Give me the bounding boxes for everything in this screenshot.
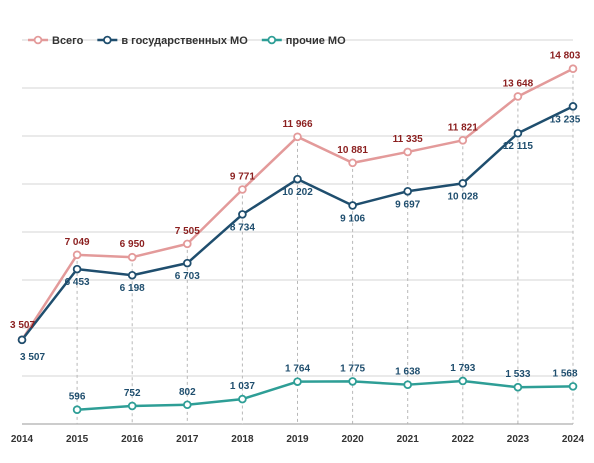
data-label: 752 bbox=[124, 388, 141, 399]
guide-lines bbox=[76, 68, 574, 424]
data-label: 802 bbox=[179, 387, 196, 398]
data-point bbox=[348, 201, 357, 210]
data-label: 6 703 bbox=[175, 271, 200, 282]
x-tick-label: 2020 bbox=[341, 434, 364, 445]
data-label: 596 bbox=[69, 392, 86, 403]
x-tick-label: 2021 bbox=[397, 434, 420, 445]
data-point bbox=[568, 64, 578, 74]
x-tick-label: 2015 bbox=[66, 434, 89, 445]
data-point bbox=[513, 382, 523, 392]
data-label: 6 198 bbox=[120, 283, 145, 294]
data-point bbox=[458, 376, 468, 386]
data-label: 6 950 bbox=[120, 239, 145, 250]
data-label: 9 106 bbox=[340, 213, 365, 224]
data-point bbox=[403, 186, 413, 196]
data-point bbox=[127, 401, 137, 411]
data-point bbox=[127, 270, 137, 280]
data-point bbox=[238, 394, 247, 404]
data-label: 1 037 bbox=[230, 381, 255, 392]
x-tick-label: 2018 bbox=[231, 434, 254, 445]
data-point bbox=[238, 185, 247, 194]
data-label: 11 966 bbox=[282, 119, 312, 130]
data-point bbox=[127, 252, 137, 262]
legend-swatch-marker bbox=[33, 35, 43, 45]
data-label: 11 335 bbox=[393, 134, 423, 145]
data-label: 1 764 bbox=[285, 364, 310, 375]
data-label: 13 648 bbox=[503, 78, 534, 89]
data-point bbox=[183, 400, 192, 410]
data-label: 7 505 bbox=[175, 226, 200, 237]
x-tick-label: 2022 bbox=[452, 434, 475, 445]
data-point bbox=[72, 264, 82, 274]
data-point bbox=[458, 179, 468, 188]
data-label: 10 881 bbox=[337, 145, 368, 156]
data-label: 10 028 bbox=[448, 191, 479, 202]
data-point bbox=[293, 174, 302, 184]
data-label: 6 453 bbox=[65, 277, 90, 288]
x-tick-label: 2019 bbox=[286, 434, 309, 445]
data-label: 14 803 bbox=[550, 51, 581, 62]
data-point bbox=[568, 382, 578, 391]
x-tick-label: 2016 bbox=[121, 434, 144, 445]
x-axis: 2014 2015 2016 2017 2018 2019 2020 2021 2022 2023… bbox=[11, 434, 585, 445]
data-label: 1 638 bbox=[395, 367, 420, 378]
data-point bbox=[183, 239, 192, 249]
data-label: 8 734 bbox=[230, 222, 255, 233]
legend-entry: в государственных МО bbox=[121, 35, 248, 47]
legend-swatch-marker bbox=[103, 35, 112, 45]
data-label: 3 507 bbox=[20, 352, 45, 363]
data-label: 1 775 bbox=[340, 363, 365, 374]
data-point bbox=[238, 210, 247, 219]
data-point bbox=[293, 377, 302, 386]
data-label: 3 507 bbox=[10, 320, 35, 331]
data-labels: 3 507 7 049 6 950 7 505 9 771 11 966 10 881 11 … bbox=[10, 51, 581, 403]
legend-entry: прочие МО bbox=[286, 35, 346, 47]
series-points bbox=[17, 64, 578, 414]
data-point bbox=[458, 135, 468, 145]
data-point bbox=[348, 158, 357, 168]
x-tick-label: 2017 bbox=[176, 434, 199, 445]
data-point bbox=[568, 102, 578, 111]
data-label: 9 697 bbox=[395, 199, 420, 210]
legend: Всего в государственных МО прочие МО bbox=[28, 35, 346, 47]
data-point bbox=[17, 335, 27, 345]
data-label: 1 793 bbox=[450, 363, 475, 374]
data-point bbox=[403, 147, 413, 157]
data-label: 13 235 bbox=[550, 114, 581, 125]
data-point bbox=[403, 380, 413, 389]
data-point bbox=[513, 92, 523, 101]
data-label: 11 821 bbox=[448, 122, 478, 133]
data-label: 7 049 bbox=[65, 237, 90, 248]
series-line bbox=[77, 379, 574, 411]
x-tick-label: 2024 bbox=[562, 434, 585, 445]
x-tick-label: 2014 bbox=[11, 434, 34, 445]
legend-swatch-marker bbox=[267, 35, 277, 45]
data-point bbox=[513, 128, 523, 138]
data-point bbox=[293, 132, 302, 142]
data-point bbox=[72, 405, 82, 414]
legend-entry: Всего bbox=[52, 35, 84, 47]
data-label: 9 771 bbox=[230, 171, 255, 182]
data-label: 12 115 bbox=[503, 141, 533, 152]
data-point bbox=[72, 250, 82, 260]
data-label: 1 533 bbox=[505, 369, 530, 380]
data-point bbox=[183, 258, 192, 268]
x-tick-label: 2023 bbox=[507, 434, 530, 445]
data-point bbox=[348, 377, 357, 386]
data-label: 10 202 bbox=[282, 187, 313, 198]
data-label: 1 568 bbox=[552, 368, 577, 379]
